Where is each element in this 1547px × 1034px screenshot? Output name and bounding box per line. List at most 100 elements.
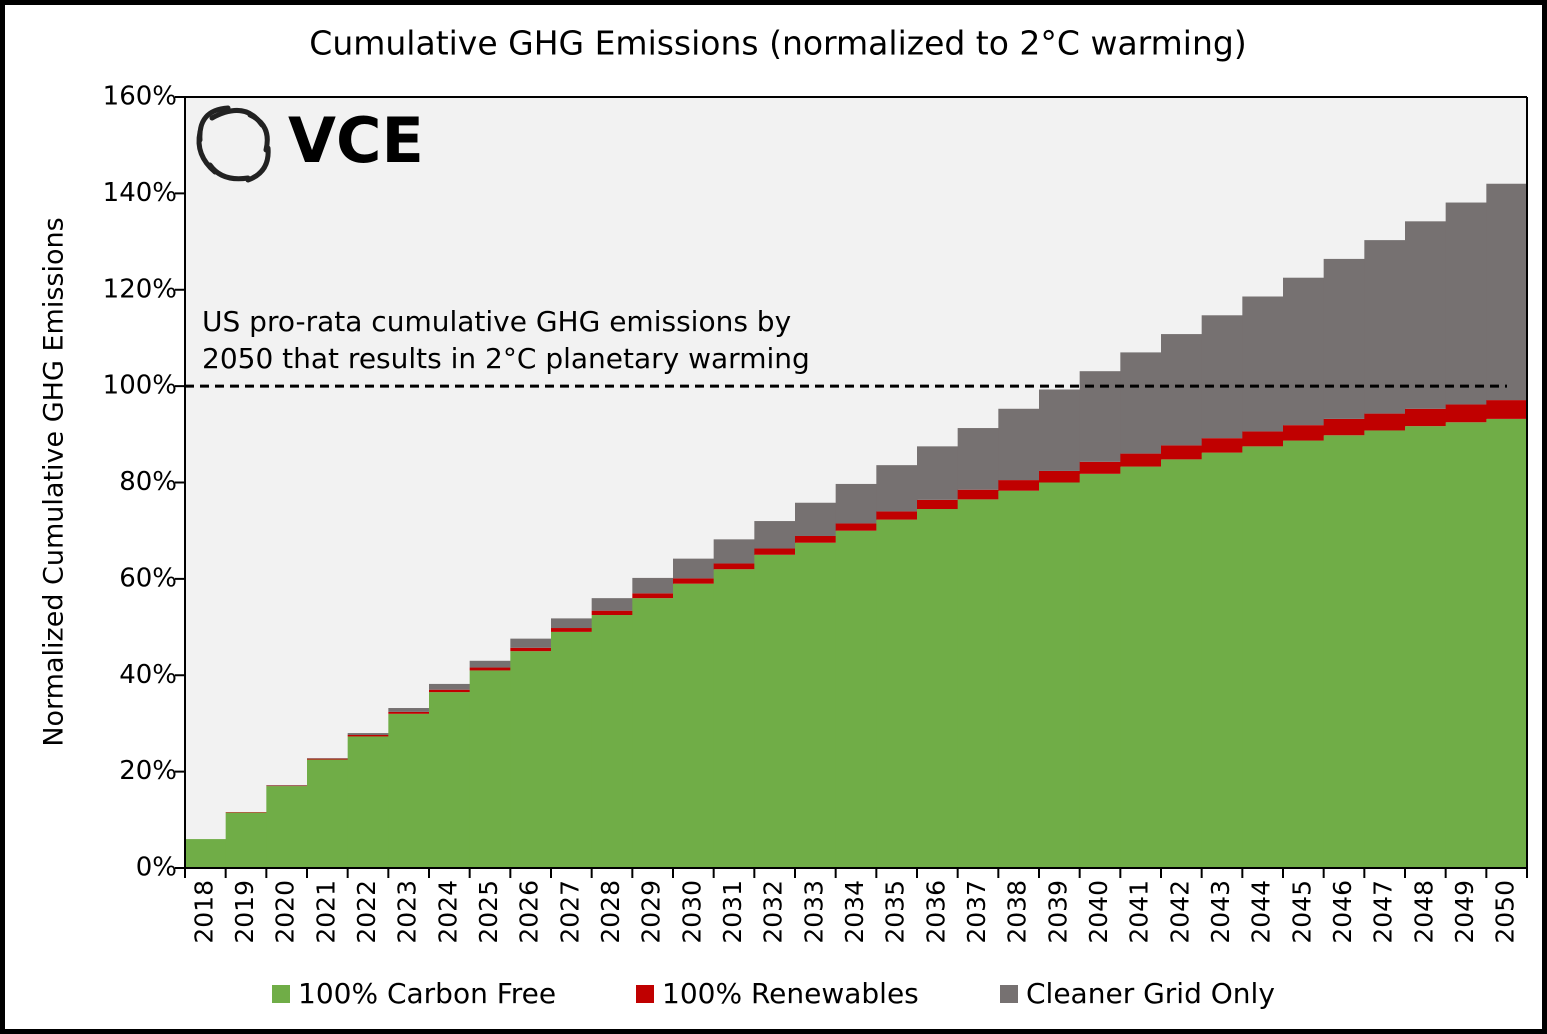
x-tick-label: 2046 bbox=[1328, 880, 1357, 944]
legend-swatch bbox=[636, 985, 654, 1003]
x-tick-label: 2045 bbox=[1287, 880, 1316, 944]
bar-segment bbox=[1161, 334, 1203, 446]
y-tick-label: 20% bbox=[119, 756, 177, 786]
bar-segment bbox=[1242, 446, 1284, 868]
x-tick-label: 2018 bbox=[189, 880, 218, 944]
bar-segment bbox=[1039, 470, 1081, 483]
x-tick-label: 2019 bbox=[230, 880, 259, 944]
bar-segment bbox=[1201, 315, 1243, 439]
x-tick-label: 2025 bbox=[474, 880, 503, 944]
y-tick-label: 80% bbox=[119, 467, 177, 497]
y-tick-label: 120% bbox=[103, 274, 177, 304]
y-tick-label: 40% bbox=[119, 660, 177, 690]
bar-segment bbox=[1201, 452, 1243, 868]
bar-segment bbox=[307, 758, 349, 760]
bar-segment bbox=[225, 812, 267, 868]
bar-segment bbox=[1161, 459, 1203, 868]
x-tick-label: 2022 bbox=[352, 880, 381, 944]
bar-segment bbox=[876, 511, 918, 520]
bar-segment bbox=[795, 535, 837, 543]
bar-segment bbox=[551, 618, 593, 629]
bar-segment bbox=[307, 759, 349, 868]
legend-label: 100% Renewables bbox=[662, 977, 919, 1010]
legend-swatch bbox=[272, 985, 290, 1003]
x-tick-label: 2021 bbox=[311, 880, 340, 944]
x-tick-label: 2029 bbox=[637, 880, 666, 944]
x-tick-label: 2033 bbox=[799, 880, 828, 944]
bar-segment bbox=[1161, 445, 1203, 460]
bar-segment bbox=[754, 554, 796, 868]
legend-label: Cleaner Grid Only bbox=[1026, 977, 1275, 1010]
bar-segment bbox=[591, 598, 633, 611]
bar-segment bbox=[957, 489, 999, 500]
bar-segment bbox=[469, 670, 511, 868]
y-axis-label: Normalized Cumulative GHG Emissions bbox=[39, 217, 70, 746]
x-tick-label: 2050 bbox=[1491, 880, 1520, 944]
x-tick-label: 2049 bbox=[1450, 880, 1479, 944]
x-tick-label: 2028 bbox=[596, 880, 625, 944]
chart-title: Cumulative GHG Emissions (normalized to … bbox=[309, 24, 1246, 63]
bar-segment bbox=[510, 638, 552, 648]
bar-segment bbox=[469, 667, 511, 671]
y-tick-label: 160% bbox=[103, 82, 177, 112]
x-tick-label: 2027 bbox=[555, 880, 584, 944]
bar-segment bbox=[1323, 435, 1365, 868]
bar-segment bbox=[713, 539, 755, 564]
bar-segment bbox=[1120, 466, 1162, 868]
bar-segment bbox=[1039, 389, 1081, 471]
bar-segment bbox=[835, 523, 877, 531]
bar-segment bbox=[917, 446, 959, 500]
bar-segment bbox=[266, 786, 308, 868]
x-tick-label: 2039 bbox=[1043, 880, 1072, 944]
bar-segment bbox=[998, 480, 1040, 491]
bar-segment bbox=[347, 735, 389, 737]
bar-segment bbox=[1283, 425, 1325, 441]
bar-segment bbox=[1283, 440, 1325, 868]
bar-segment bbox=[673, 583, 715, 868]
x-tick-label: 2036 bbox=[921, 880, 950, 944]
bar-segment bbox=[998, 490, 1040, 868]
bar-segment bbox=[591, 615, 633, 868]
bar-segment bbox=[1039, 482, 1081, 868]
logo: VCE bbox=[196, 104, 424, 183]
bar-segment bbox=[1486, 400, 1528, 419]
bar-segment bbox=[1445, 422, 1487, 868]
y-tick-label: 60% bbox=[119, 563, 177, 593]
bar-segment bbox=[1364, 430, 1406, 868]
bar-segment bbox=[510, 651, 552, 868]
bar-segment bbox=[673, 558, 715, 579]
bar-segment bbox=[713, 563, 755, 570]
x-tick-label: 2026 bbox=[515, 880, 544, 944]
x-tick-label: 2031 bbox=[718, 880, 747, 944]
bar-segment bbox=[1486, 418, 1528, 868]
bar-segment bbox=[388, 713, 430, 868]
bar-segment bbox=[1201, 438, 1243, 453]
x-tick-label: 2044 bbox=[1247, 880, 1276, 944]
bar-segment bbox=[591, 610, 633, 616]
bar-segment bbox=[795, 542, 837, 868]
marks bbox=[185, 183, 1528, 868]
legend-swatch bbox=[1000, 985, 1018, 1003]
bar-segment bbox=[632, 593, 674, 599]
x-tick-label: 2032 bbox=[759, 880, 788, 944]
x-tick-label: 2034 bbox=[840, 880, 869, 944]
logo-icon bbox=[196, 105, 271, 183]
x-tick-label: 2024 bbox=[433, 880, 462, 944]
bar-segment bbox=[1364, 413, 1406, 431]
bar-segment bbox=[795, 502, 837, 536]
bar-segment bbox=[835, 483, 877, 524]
x-tick-label: 2047 bbox=[1369, 880, 1398, 944]
x-tick-label: 2043 bbox=[1206, 880, 1235, 944]
bar-segment bbox=[673, 578, 715, 584]
bar-segment bbox=[835, 530, 877, 868]
bar-segment bbox=[429, 692, 471, 868]
bar-segment bbox=[510, 647, 552, 652]
x-tick-label: 2042 bbox=[1165, 880, 1194, 944]
bar-segment bbox=[632, 577, 674, 594]
bar-segment bbox=[917, 509, 959, 868]
bar-segment bbox=[998, 408, 1040, 481]
logo-text: VCE bbox=[288, 104, 424, 177]
bar-segment bbox=[1242, 431, 1284, 447]
x-tick-label: 2023 bbox=[393, 880, 422, 944]
legend-label: 100% Carbon Free bbox=[298, 977, 556, 1010]
